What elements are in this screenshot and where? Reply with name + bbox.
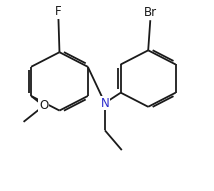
- Text: Br: Br: [144, 6, 157, 19]
- Text: O: O: [39, 99, 48, 112]
- Text: F: F: [55, 5, 62, 18]
- Text: N: N: [101, 96, 109, 109]
